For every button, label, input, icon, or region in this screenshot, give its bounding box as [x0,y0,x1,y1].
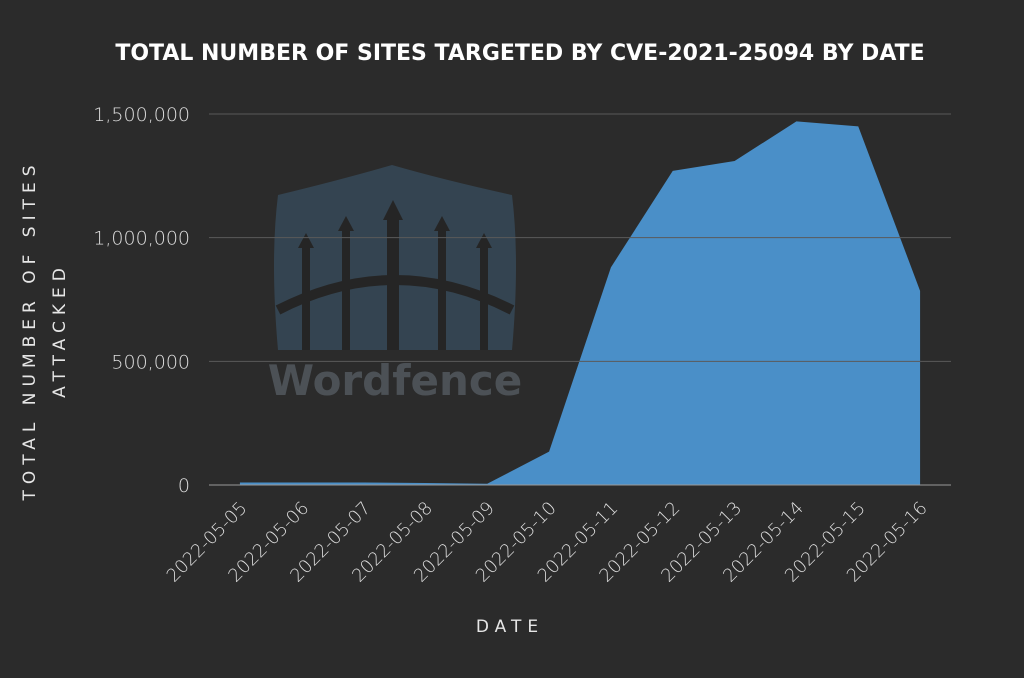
area [239,121,921,486]
chart-title: TOTAL NUMBER OF SITES TARGETED BY CVE-20… [115,41,924,66]
y-tick-label: 500,000 [111,351,190,373]
y-tick-label: 1,000,000 [93,228,190,250]
watermark-logo: Wordfence [268,165,523,405]
plot-area [239,121,921,486]
y-tick-label: 0 [178,475,190,497]
y-tick-label: 1,500,000 [93,104,190,126]
watermark: Wordfence [268,356,523,405]
x-axis-label: DATE [476,617,544,637]
y-axis-label: TOTAL NUMBER OF SITES ATTACKED [20,159,70,501]
